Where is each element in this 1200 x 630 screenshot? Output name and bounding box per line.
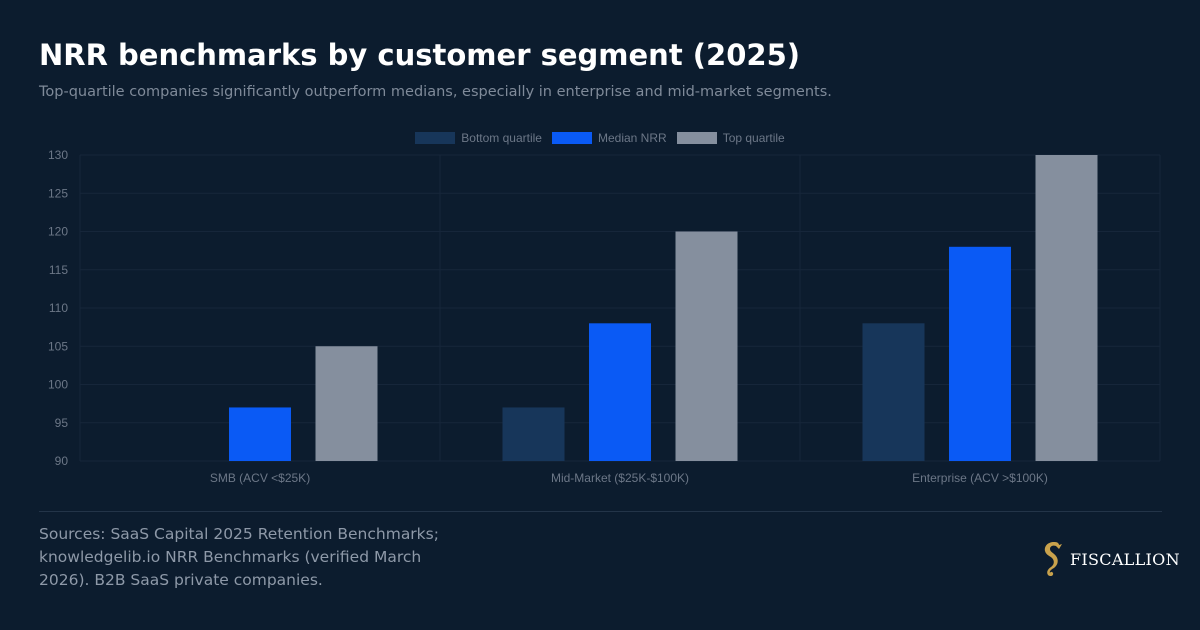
x-tick-label: SMB (ACV <$25K) [210,471,310,485]
bar-top-quartile-0[interactable] [315,346,378,461]
bar-median-nrr-2[interactable] [949,246,1011,461]
y-tick-label: 125 [48,186,68,200]
bar-top-quartile-2[interactable] [1035,155,1098,461]
bar-median-nrr-1[interactable] [589,323,651,461]
legend-swatch-median-nrr [551,132,592,144]
x-tick-label: Mid-Market ($25K-$100K) [551,471,689,485]
page-title: NRR benchmarks by customer segment (2025… [39,38,800,72]
x-axis-ticks: SMB (ACV <$25K) Mid-Market ($25K-$100K) En… [210,471,1048,485]
chart-legend: Bottom quartile Median NRR Top quartile [0,131,1200,145]
page-subtitle: Top-quartile companies significantly out… [39,84,832,100]
y-tick-label: 115 [49,263,68,277]
bar-chart: 90 95 100 105 110 115 120 125 130 SMB (ACV <$25K… [48,148,1161,485]
legend-item-bottom-quartile[interactable]: Bottom quartile [415,131,542,145]
legend-swatch-bottom-quartile [415,132,456,144]
brand-name: FISCALLION [1070,549,1180,569]
y-tick-label: 120 [48,225,68,239]
footer-divider [39,511,1162,512]
y-tick-label: 130 [48,148,68,162]
bar-median-nrr-0[interactable] [229,407,291,461]
legend-item-median-nrr[interactable]: Median NRR [551,131,667,145]
y-axis-ticks: 90 95 100 105 110 115 120 125 130 [48,148,68,468]
y-tick-label: 105 [48,339,68,353]
y-tick-label: 110 [49,301,68,315]
bar-bottom-quartile-1[interactable] [502,407,565,461]
brand-logo: FISCALLION [1040,540,1180,578]
y-tick-label: 100 [48,378,68,392]
bar-bottom-quartile-2[interactable] [862,323,925,461]
legend-label-bottom-quartile: Bottom quartile [461,131,542,145]
y-tick-label: 90 [55,454,69,468]
sources-note: Sources: SaaS Capital 2025 Retention Ben… [39,525,439,589]
bar-top-quartile-1[interactable] [675,231,738,462]
seahorse-logo-icon [1044,542,1062,577]
chart-bars [229,155,1098,461]
x-tick-label: Enterprise (ACV >$100K) [912,471,1048,485]
legend-label-median-nrr: Median NRR [597,131,667,145]
legend-swatch-top-quartile [676,132,717,144]
y-tick-label: 95 [55,416,69,430]
legend-item-top-quartile[interactable]: Top quartile [676,131,785,145]
legend-label-top-quartile: Top quartile [722,131,785,145]
